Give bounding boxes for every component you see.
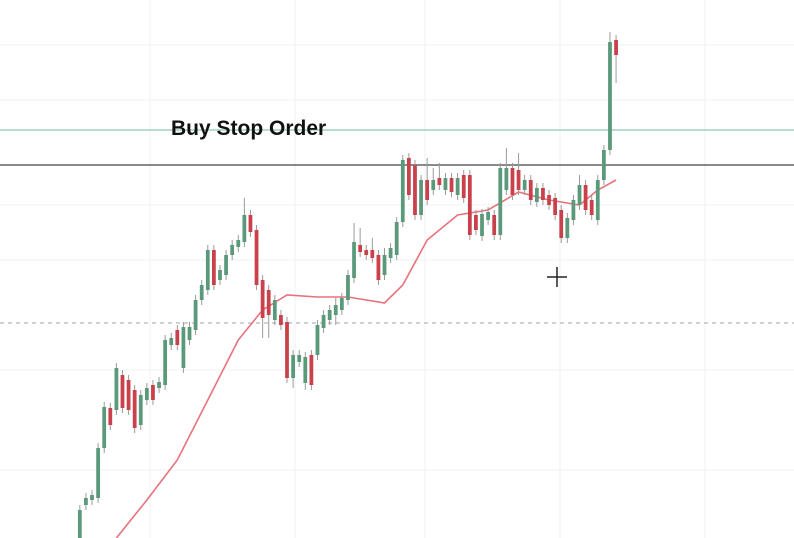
candle-body — [181, 327, 186, 368]
candle-body — [449, 178, 454, 192]
candle-body — [333, 305, 338, 315]
candle-body — [315, 325, 320, 355]
candle-body — [504, 168, 509, 190]
candle-body — [126, 380, 131, 410]
candle-body — [608, 42, 612, 150]
candle-body — [571, 200, 576, 220]
candle-body — [364, 250, 369, 255]
candle-body — [406, 158, 411, 195]
candle-body — [376, 255, 381, 280]
candle-body — [346, 275, 350, 300]
candle-body — [102, 407, 107, 448]
candle-body — [138, 395, 143, 425]
candle-body — [589, 200, 594, 215]
candle-body — [175, 330, 180, 345]
candle-body — [547, 195, 551, 205]
candle-body — [248, 215, 253, 232]
candle-body — [358, 245, 363, 252]
candle-body — [218, 270, 222, 280]
candle-body — [90, 495, 94, 500]
candle-body — [327, 310, 332, 320]
candle-body — [157, 382, 161, 388]
candle-body — [559, 210, 564, 238]
candle-body — [583, 185, 588, 210]
candle-body — [419, 180, 423, 215]
candle-body — [510, 168, 515, 195]
candle-body — [242, 215, 247, 242]
candle-body — [291, 355, 295, 378]
candle-body — [199, 285, 204, 300]
candle-body — [486, 212, 490, 220]
candle-body — [394, 222, 399, 255]
candle-body — [236, 240, 241, 247]
candle-body — [425, 180, 430, 200]
crosshair-cursor — [547, 267, 567, 287]
candle-body — [193, 300, 198, 330]
candle-body — [565, 218, 570, 238]
candle-body — [431, 180, 436, 190]
candle-body — [601, 150, 606, 180]
candle-body — [352, 242, 356, 278]
candle-body — [595, 180, 600, 220]
candle-body — [474, 215, 478, 230]
candle-body — [577, 185, 582, 205]
candle-body — [224, 255, 228, 275]
candle-body — [205, 250, 210, 290]
candle-body — [400, 160, 405, 222]
candle-body — [522, 180, 527, 190]
candle-body — [260, 280, 265, 318]
candle-body — [151, 385, 155, 400]
candle-body — [303, 357, 308, 383]
candle-body — [321, 315, 326, 328]
candle-body — [279, 315, 283, 325]
candle-body — [77, 510, 82, 538]
candle-body — [528, 180, 533, 200]
candle-body — [120, 375, 125, 408]
candle-body — [339, 298, 344, 310]
candle-body — [413, 165, 417, 215]
candle-body — [84, 498, 88, 505]
candle-body — [467, 175, 472, 235]
candle-body — [388, 248, 393, 258]
candle-body — [211, 250, 216, 285]
candle-body — [492, 215, 497, 235]
candle-body — [254, 230, 259, 285]
candle-body — [309, 355, 314, 385]
candle-body — [266, 290, 271, 315]
candle-body — [187, 327, 192, 340]
candle-body — [553, 198, 558, 215]
candle-body — [480, 214, 484, 236]
candle-body — [132, 390, 137, 428]
candle-body — [230, 245, 235, 255]
moving-average-line — [115, 179, 617, 538]
candle-body — [443, 178, 448, 190]
candle-body — [461, 175, 466, 198]
candle-body — [163, 340, 168, 385]
candle-body — [297, 355, 302, 362]
candle-body — [516, 170, 521, 190]
candle-body — [382, 255, 387, 275]
candle-body — [272, 300, 277, 320]
candle-body — [534, 188, 539, 202]
candle-body — [370, 250, 375, 258]
candle-body — [144, 388, 149, 400]
candle-body — [108, 408, 113, 425]
candle-body — [114, 368, 119, 410]
annotation: Buy Stop Order — [171, 117, 326, 140]
candle-body — [498, 168, 503, 235]
candle-body — [169, 338, 174, 345]
candle-body — [285, 322, 289, 378]
candle-body — [541, 188, 545, 200]
plot — [0, 32, 794, 538]
candle-body — [437, 178, 442, 185]
candle-body — [455, 178, 460, 195]
candle-body — [96, 448, 100, 498]
candle-body — [614, 40, 618, 55]
